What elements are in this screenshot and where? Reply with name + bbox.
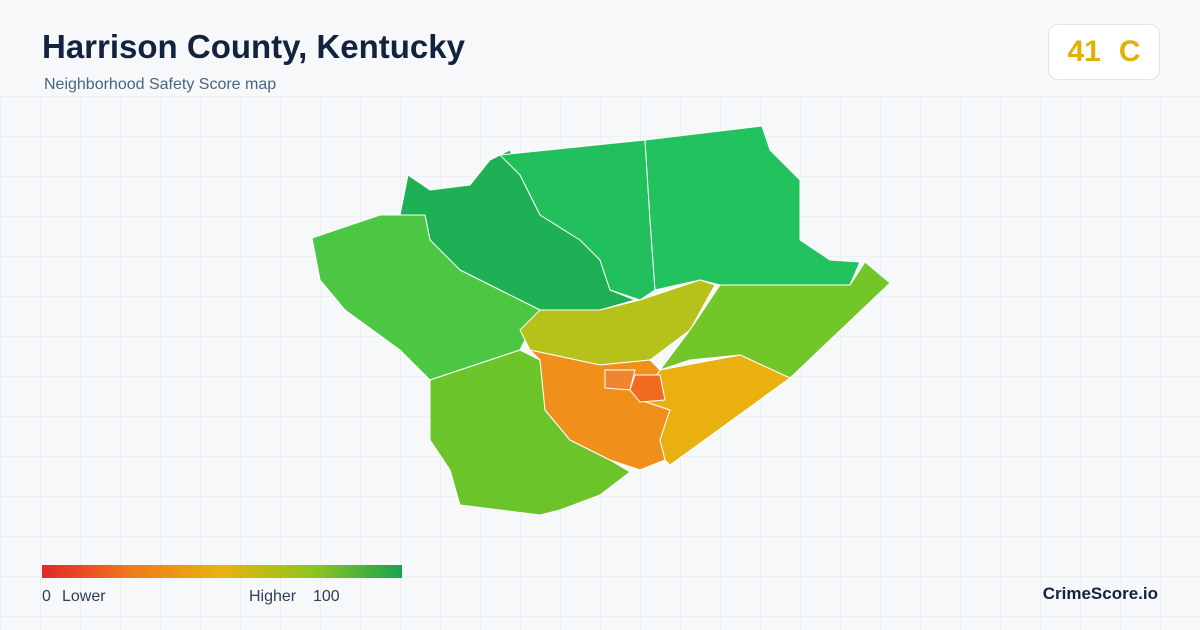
legend-scale bbox=[42, 565, 402, 578]
region bbox=[629, 374, 666, 403]
grade: C bbox=[1118, 35, 1141, 68]
legend-max-label: Higher bbox=[249, 588, 297, 605]
region bbox=[639, 354, 791, 466]
region bbox=[644, 125, 861, 291]
title: Harrison County, Kentucky bbox=[42, 28, 465, 65]
brand: CrimeScore.io bbox=[1042, 584, 1158, 603]
score: 41 bbox=[1067, 35, 1101, 68]
score-badge: 41 C bbox=[1048, 24, 1160, 80]
legend-min: 0 bbox=[42, 588, 51, 605]
subtitle: Neighborhood Safety Score map bbox=[44, 76, 277, 93]
legend-min-label: Lower bbox=[62, 588, 106, 605]
legend-max: 100 bbox=[313, 588, 340, 605]
